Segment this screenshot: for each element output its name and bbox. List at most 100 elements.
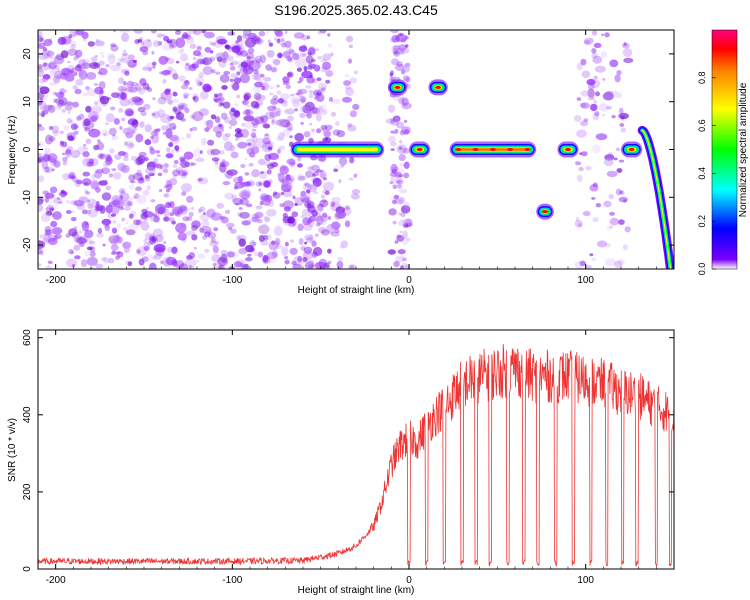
noise-speckle [141, 256, 149, 263]
noise-speckle [38, 175, 45, 182]
noise-speckle [84, 127, 90, 132]
noise-speckle [234, 132, 244, 138]
noise-speckle [43, 39, 53, 47]
colorbar-tick-label: 0.4 [697, 167, 707, 180]
noise-speckle [40, 113, 45, 118]
noise-speckle [263, 76, 272, 82]
noise-speckle [278, 145, 286, 151]
noise-speckle [101, 55, 105, 58]
spectrogram-y-axis-label: Frequency (Hz) [7, 116, 18, 185]
noise-speckle [126, 141, 134, 150]
noise-speckle [125, 131, 134, 139]
noise-speckle [172, 98, 179, 103]
noise-speckle [157, 206, 165, 215]
noise-speckle [586, 78, 596, 86]
noise-speckle [308, 264, 314, 268]
noise-speckle [331, 196, 341, 204]
noise-speckle [390, 148, 395, 151]
noise-speckle [197, 208, 202, 214]
noise-speckle [224, 44, 232, 50]
noise-speckle [580, 90, 590, 97]
noise-speckle [389, 37, 397, 43]
noise-speckle [210, 237, 216, 244]
noise-speckle [131, 119, 139, 128]
noise-speckle [264, 111, 275, 120]
noise-speckle [347, 124, 357, 132]
noise-speckle [45, 192, 55, 200]
noise-speckle [123, 157, 129, 162]
noise-speckle [111, 249, 116, 254]
noise-speckle [271, 240, 276, 245]
noise-speckle [150, 30, 157, 34]
noise-speckle [127, 87, 137, 94]
noise-speckle [163, 208, 170, 218]
noise-speckle [304, 234, 314, 241]
noise-speckle [76, 203, 86, 210]
ridge-peak [628, 148, 635, 151]
noise-speckle [94, 86, 104, 95]
noise-speckle [396, 183, 402, 189]
noise-speckle [86, 159, 91, 164]
noise-speckle [258, 31, 266, 37]
noise-speckle [119, 126, 123, 130]
noise-speckle [209, 240, 218, 247]
noise-speckle [392, 220, 397, 225]
noise-speckle [108, 127, 117, 136]
noise-speckle [152, 40, 161, 47]
noise-speckle [230, 73, 238, 79]
noise-speckle [235, 259, 246, 267]
noise-speckle [405, 218, 413, 228]
noise-speckle [302, 251, 314, 260]
noise-speckle [263, 180, 270, 188]
noise-speckle [251, 241, 257, 246]
noise-speckle [95, 39, 100, 43]
noise-speckle [390, 30, 399, 34]
noise-speckle [399, 32, 404, 36]
noise-speckle [607, 152, 614, 158]
noise-speckle [153, 158, 159, 164]
noise-speckle [298, 45, 308, 52]
noise-speckle [247, 246, 256, 253]
noise-speckle [106, 53, 115, 59]
noise-speckle [145, 166, 156, 175]
noise-speckle [64, 191, 68, 196]
noise-speckle [49, 186, 58, 194]
noise-speckle [311, 209, 318, 217]
noise-speckle [186, 195, 194, 203]
noise-speckle [82, 151, 90, 158]
noise-speckle [166, 183, 173, 191]
noise-speckle [350, 264, 356, 269]
noise-speckle [70, 40, 77, 47]
noise-speckle [334, 210, 346, 219]
noise-speckle [305, 55, 314, 64]
noise-speckle [91, 199, 97, 205]
noise-speckle [45, 194, 51, 199]
noise-speckle [240, 128, 250, 138]
noise-speckle [277, 172, 282, 177]
noise-speckle [38, 67, 42, 70]
noise-speckle [280, 246, 289, 256]
noise-speckle [39, 86, 50, 94]
noise-speckle [330, 201, 336, 207]
noise-speckle [266, 251, 278, 259]
noise-speckle [398, 219, 408, 227]
noise-speckle [398, 212, 402, 216]
noise-speckle [43, 104, 53, 111]
noise-speckle [623, 57, 634, 64]
noise-speckle [278, 39, 287, 46]
noise-speckle [150, 135, 154, 139]
noise-speckle [103, 153, 111, 158]
noise-speckle [67, 135, 74, 142]
snr-panel: -200 -100 0 100 0 200 400 600 Height of straigh… [7, 329, 675, 596]
noise-speckle [155, 128, 161, 132]
noise-speckle [81, 209, 88, 215]
noise-speckle [400, 212, 406, 218]
noise-speckle [53, 75, 61, 84]
noise-speckle [390, 141, 397, 147]
noise-speckle [157, 41, 163, 46]
noise-speckle [84, 250, 93, 257]
noise-speckle [400, 205, 411, 214]
noise-speckle [137, 106, 146, 113]
noise-speckle [180, 183, 192, 193]
noise-speckle [261, 85, 266, 91]
